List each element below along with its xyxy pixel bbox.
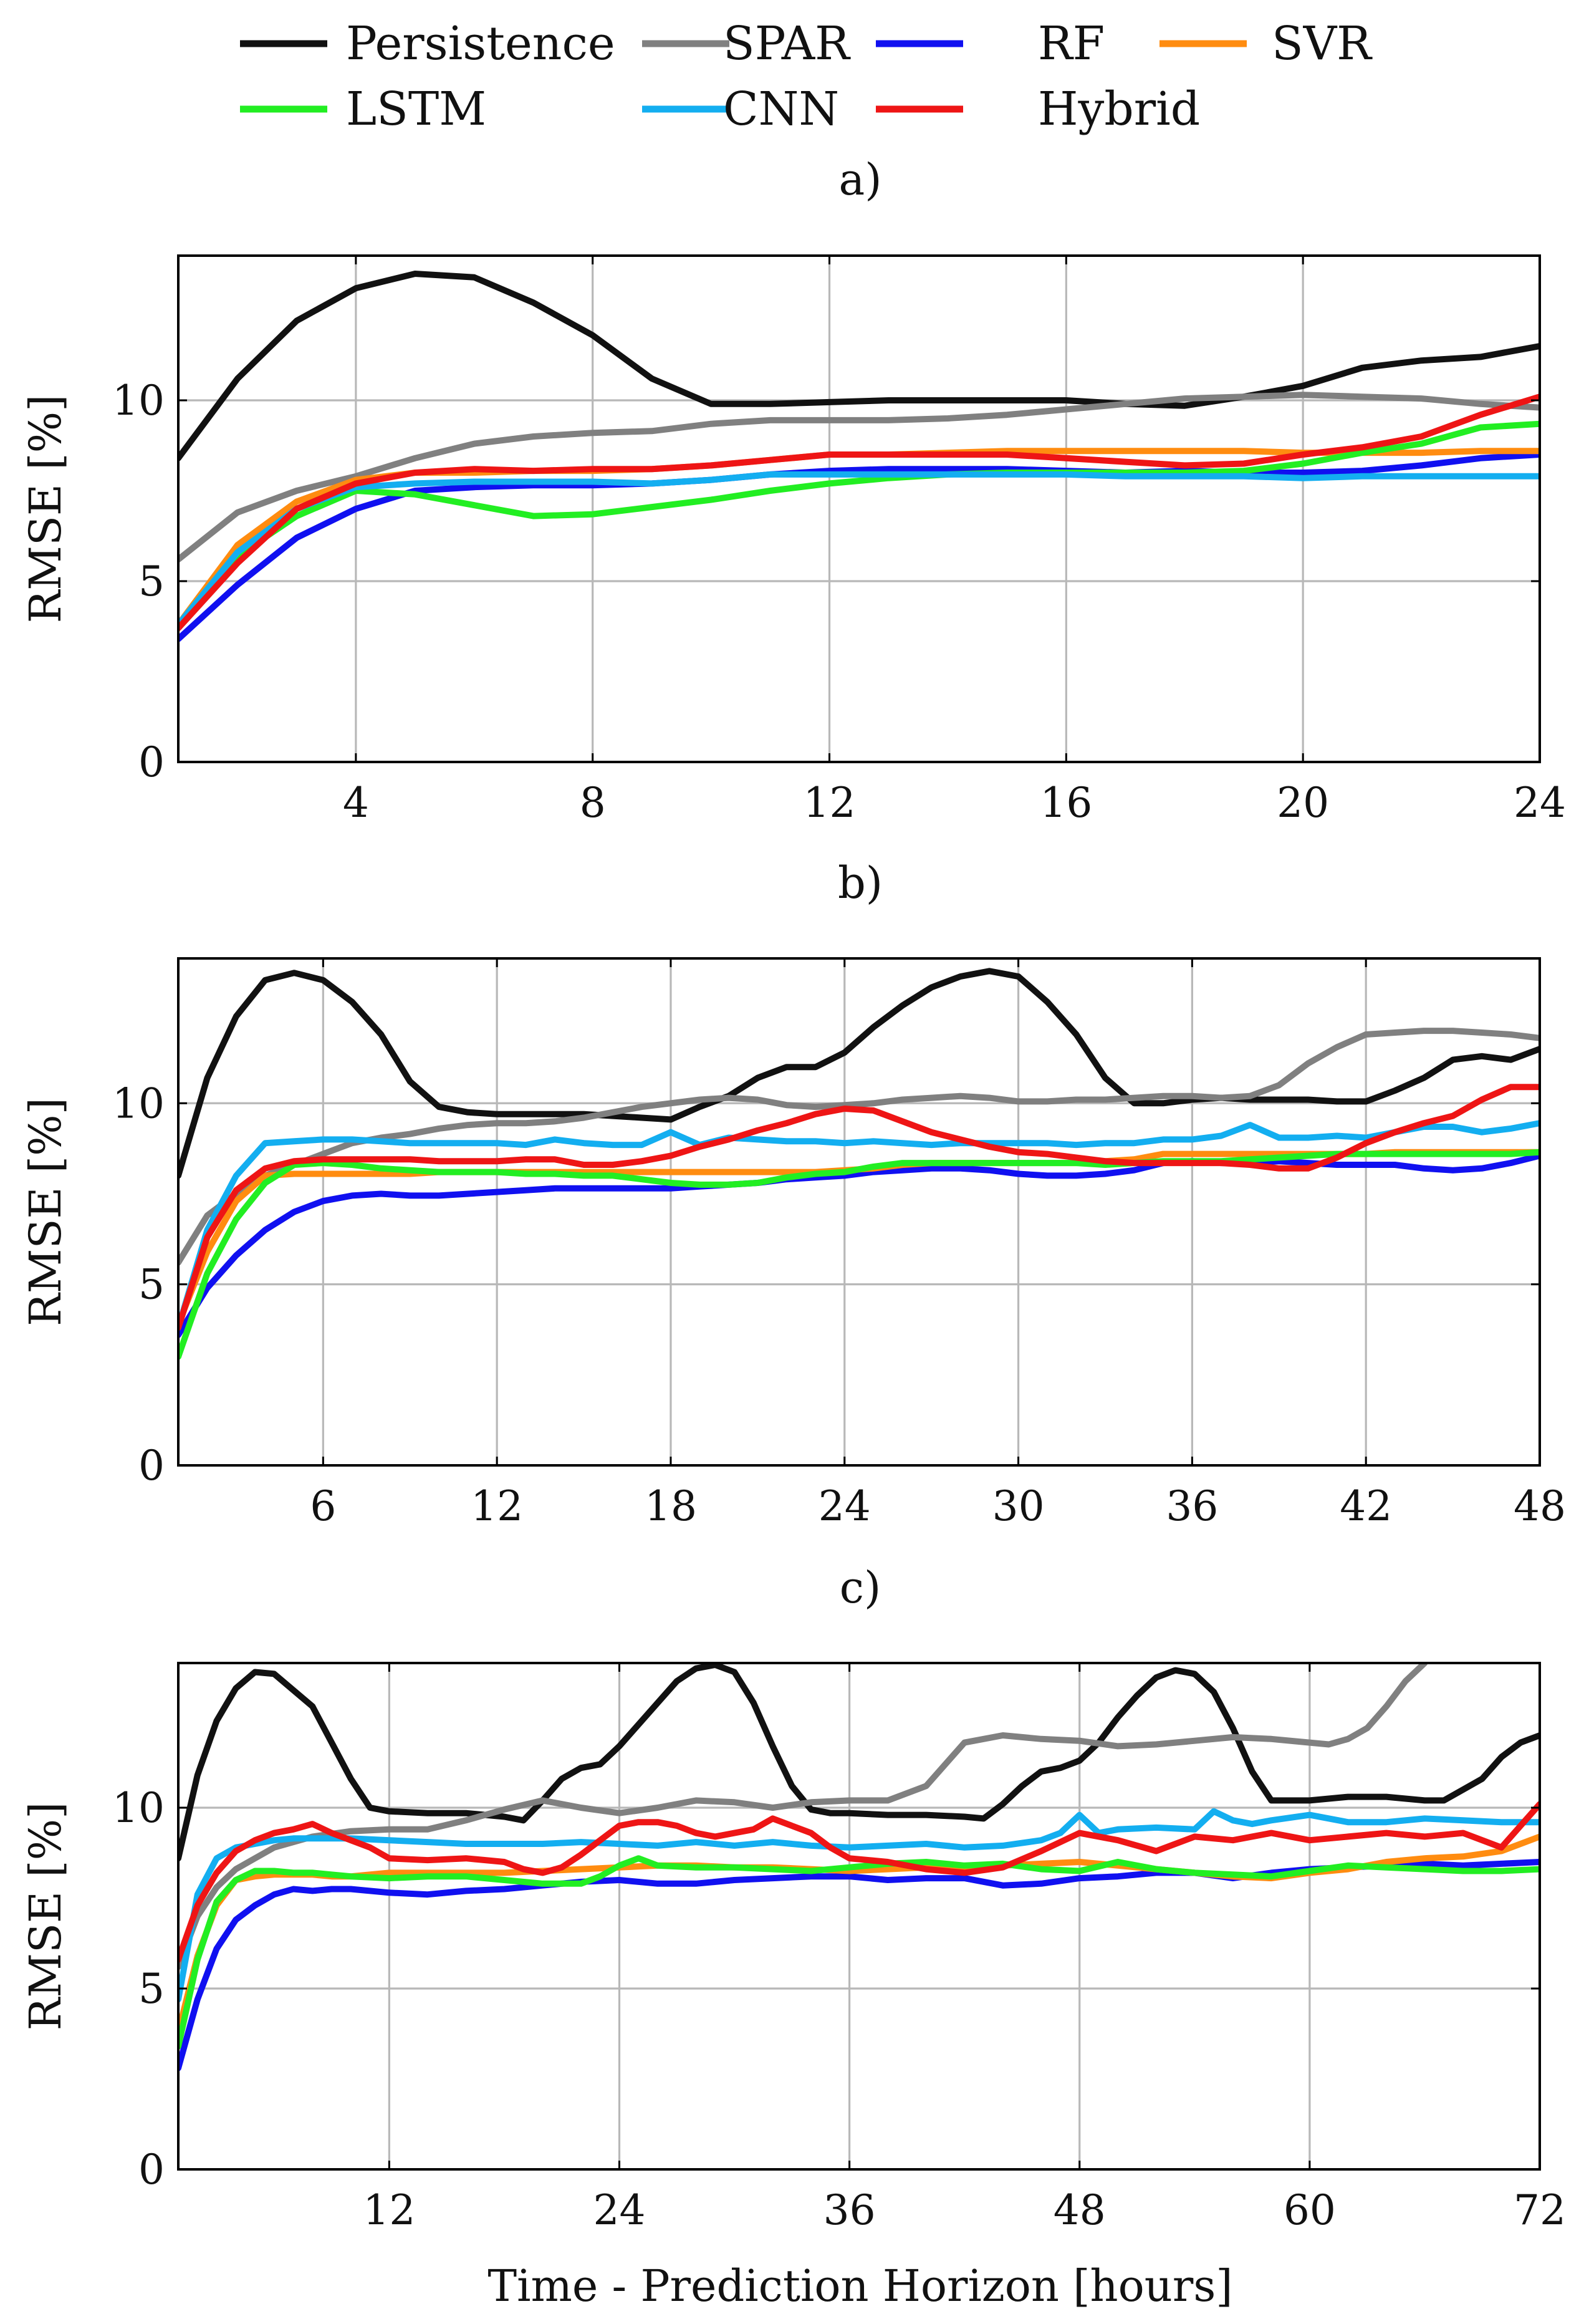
legend-item-svr: SVR: [1159, 17, 1373, 70]
panel-b-xtick-30: 30: [992, 1482, 1045, 1530]
panel-c-series-lstm: [178, 1855, 1540, 2050]
panel-a-series-cnn: [178, 471, 1540, 628]
panel-b-series-hybrid: [178, 1084, 1540, 1331]
panel-a-xtick-16: 16: [1040, 779, 1092, 827]
panel-b-xtick-48: 48: [1514, 1482, 1566, 1530]
panel-b-xtick-18: 18: [645, 1482, 697, 1530]
panel-b-ytick-10: 10: [112, 1079, 165, 1127]
panel-b-series-cnn: [178, 1120, 1540, 1331]
panel-c-series-rf: [178, 1859, 1540, 2071]
legend-item-cnn: CNN: [642, 82, 839, 136]
panel-c-xtick-60: 60: [1284, 2186, 1336, 2234]
panel-c-xtick-48: 48: [1054, 2186, 1106, 2234]
legend-item-spar: SPAR: [642, 17, 851, 70]
panel-c-xtick-72: 72: [1514, 2186, 1566, 2234]
panel-b-ytick-5: 5: [138, 1261, 165, 1309]
legend-label-cnn: CNN: [723, 82, 839, 136]
legend-label-rf: RF: [1038, 17, 1105, 70]
panel-a-frame: [177, 254, 1541, 763]
panel-a-series-lstm: [178, 420, 1540, 628]
panel-c-series-spar: [178, 1663, 1428, 1970]
panel-b-series-lstm: [178, 1149, 1540, 1360]
legend-item-hybrid: Hybrid: [876, 82, 1200, 136]
panel-a: a) 4 8 12 16 20 24 0 5 10 RMSE [%]: [20, 154, 1566, 827]
legend-label-hybrid: Hybrid: [1038, 82, 1200, 136]
legend-item-lstm: LSTM: [240, 82, 486, 136]
panel-b: b) 6 12 18 24 30 36 42 48 0 5 10 RMSE [%]: [20, 857, 1566, 1530]
panel-a-ytick-0: 0: [138, 738, 165, 786]
panel-a-series-persistence: [178, 271, 1540, 461]
panel-a-xtick-12: 12: [804, 779, 856, 827]
panel-c-frame: [177, 1662, 1541, 2171]
panel-c: c) 12 24 36 48 60 72 0 5 10 RMSE [%]: [20, 1562, 1566, 2234]
panel-b-xtick-6: 6: [310, 1482, 336, 1530]
panel-c-series-hybrid: [178, 1801, 1540, 1963]
legend-item-rf: RF: [876, 17, 1105, 70]
panel-a-xtick-4: 4: [343, 779, 369, 827]
panel-c-xtick-36: 36: [823, 2186, 876, 2234]
panel-c-series-cnn: [178, 1808, 1540, 2003]
panel-a-ytick-5: 5: [138, 557, 165, 605]
legend: Persistence SPAR RF SVR LSTM CNN Hybrid: [240, 17, 1373, 136]
panel-a-xtick-8: 8: [580, 779, 606, 827]
panel-b-series-spar: [178, 1028, 1540, 1266]
panel-b-series-svr: [178, 1149, 1540, 1328]
panel-b-series-rf: [178, 1152, 1540, 1338]
panel-a-label: a): [838, 154, 881, 205]
panel-c-ytick-10: 10: [112, 1784, 165, 1832]
panel-b-series-persistence: [178, 968, 1540, 1179]
panel-b-xtick-36: 36: [1166, 1482, 1218, 1530]
panel-c-ytick-5: 5: [138, 1965, 165, 2013]
panel-a-xtick-20: 20: [1277, 779, 1329, 827]
panel-a-series-spar: [178, 392, 1540, 563]
panel-c-y-axis-label: RMSE [%]: [20, 1802, 71, 2031]
legend-label-spar: SPAR: [723, 17, 851, 70]
legend-label-lstm: LSTM: [346, 82, 486, 136]
panel-a-xtick-24: 24: [1514, 779, 1566, 827]
panel-b-xtick-24: 24: [819, 1482, 871, 1530]
panel-c-xtick-12: 12: [363, 2186, 415, 2234]
panel-b-ytick-0: 0: [138, 1442, 165, 1490]
x-axis-label: Time - Prediction Horizon [hours]: [487, 2260, 1232, 2312]
panel-a-series-hybrid: [178, 393, 1540, 632]
panel-a-y-axis-label: RMSE [%]: [20, 395, 71, 624]
panel-b-xtick-12: 12: [471, 1482, 523, 1530]
legend-label-persistence: Persistence: [346, 17, 615, 70]
legend-label-svr: SVR: [1272, 17, 1373, 70]
panel-b-xtick-42: 42: [1340, 1482, 1392, 1530]
panel-a-ytick-10: 10: [112, 377, 165, 425]
panel-b-frame: [177, 957, 1541, 1467]
panel-b-label: b): [838, 857, 883, 909]
panel-c-series-persistence: [178, 1663, 1540, 1862]
panel-c-xtick-24: 24: [593, 2186, 646, 2234]
legend-item-persistence: Persistence: [240, 17, 615, 70]
panel-c-label: c): [840, 1562, 881, 1613]
panel-b-y-axis-label: RMSE [%]: [20, 1097, 71, 1326]
panel-c-ytick-0: 0: [138, 2146, 165, 2194]
